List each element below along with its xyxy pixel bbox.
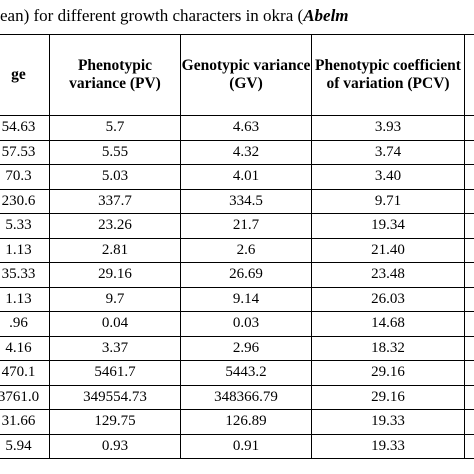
cell-pv: 0.04 [49,311,181,337]
cell-pv: 3.37 [49,335,181,361]
cell-next [464,335,474,361]
cell-pv: 29.16 [49,262,181,288]
table-row: 5.33 23.26 21.7 19.34 [0,213,474,239]
table-caption: ean) for different growth characters in … [0,4,474,28]
header-phenotypic-variance: Phenotypic variance (PV) [49,34,181,116]
cell-next [464,433,474,459]
caption-text: ean) for different growth characters in … [0,6,304,25]
cell-pv: 337.7 [49,188,181,214]
cell-range: 230.6 [0,188,50,214]
header-pcv: Phenotypic coefficient of variation (PCV… [311,34,465,116]
cell-gv: 0.03 [180,311,312,337]
cell-gv: 334.5 [180,188,312,214]
cell-next [464,213,474,239]
cell-pcv: 29.16 [311,360,465,386]
header-range: ge [0,34,50,116]
cell-pv: 23.26 [49,213,181,239]
cell-next [464,164,474,190]
cell-pv: 2.81 [49,237,181,263]
cell-pcv: 18.32 [311,335,465,361]
cell-gv: 4.01 [180,164,312,190]
cell-next [464,286,474,312]
cell-pcv: 14.68 [311,311,465,337]
cell-pv: 349554.73 [49,384,181,410]
cell-pcv: 19.33 [311,409,465,435]
header-genotypic-variance: Genotypic variance (GV) [180,34,312,116]
table-row: 35.33 29.16 26.69 23.48 [0,262,474,288]
cell-pcv: 23.48 [311,262,465,288]
cell-gv: 126.89 [180,409,312,435]
cell-next [464,237,474,263]
cell-pcv: 19.34 [311,213,465,239]
cell-gv: 5443.2 [180,360,312,386]
cell-gv: 9.14 [180,286,312,312]
cell-pv: 5.03 [49,164,181,190]
cell-range: 5.94 [0,433,50,459]
cell-pcv: 3.93 [311,115,465,141]
cell-range: .96 [0,311,50,337]
cell-next [464,409,474,435]
cell-range: 3761.0 [0,384,50,410]
cell-range: 4.16 [0,335,50,361]
cell-pcv: 26.03 [311,286,465,312]
cell-pv: 0.93 [49,433,181,459]
cell-gv: 4.32 [180,139,312,165]
cell-pv: 5461.7 [49,360,181,386]
cell-pcv: 21.40 [311,237,465,263]
cell-range: 70.3 [0,164,50,190]
cell-gv: 26.69 [180,262,312,288]
table-row: 230.6 337.7 334.5 9.71 [0,188,474,214]
table-row: 470.1 5461.7 5443.2 29.16 [0,360,474,386]
cell-pv: 5.7 [49,115,181,141]
cell-gv: 348366.79 [180,384,312,410]
cell-range: 1.13 [0,237,50,263]
cell-pv: 5.55 [49,139,181,165]
cell-next [464,188,474,214]
cell-pv: 129.75 [49,409,181,435]
cell-next [464,262,474,288]
table-row: 54.63 5.7 4.63 3.93 [0,115,474,141]
cell-next [464,115,474,141]
cell-pv: 9.7 [49,286,181,312]
cell-range: 5.33 [0,213,50,239]
cell-range: 57.53 [0,139,50,165]
table-row: 31.66 129.75 126.89 19.33 [0,409,474,435]
cell-next [464,384,474,410]
table-body: 54.63 5.7 4.63 3.93 57.53 5.55 4.32 3.74 70.3 5.0… [0,115,474,459]
table-row: 1.13 9.7 9.14 26.03 [0,286,474,312]
cell-next [464,360,474,386]
cell-range: 470.1 [0,360,50,386]
cell-range: 31.66 [0,409,50,435]
cell-next [464,139,474,165]
cell-pcv: 3.40 [311,164,465,190]
cell-next [464,311,474,337]
cell-pcv: 29.16 [311,384,465,410]
cell-gv: 0.91 [180,433,312,459]
table-row: 70.3 5.03 4.01 3.40 [0,164,474,190]
cell-pcv: 19.33 [311,433,465,459]
cell-pcv: 9.71 [311,188,465,214]
variance-table: ge Phenotypic variance (PV) Genotypic va… [0,34,474,459]
header-next-column [464,34,474,116]
table-row: 57.53 5.55 4.32 3.74 [0,139,474,165]
cell-range: 1.13 [0,286,50,312]
cell-gv: 21.7 [180,213,312,239]
table-row: 3761.0 349554.73 348366.79 29.16 [0,384,474,410]
table-header-row: ge Phenotypic variance (PV) Genotypic va… [0,34,474,116]
cell-pcv: 3.74 [311,139,465,165]
cell-gv: 2.96 [180,335,312,361]
table-row: .96 0.04 0.03 14.68 [0,311,474,337]
cell-gv: 4.63 [180,115,312,141]
table-row: 1.13 2.81 2.6 21.40 [0,237,474,263]
caption-species-italic: Abelm [303,6,349,25]
cell-gv: 2.6 [180,237,312,263]
cell-range: 35.33 [0,262,50,288]
table-row: 4.16 3.37 2.96 18.32 [0,335,474,361]
table-row: 5.94 0.93 0.91 19.33 [0,433,474,459]
cell-range: 54.63 [0,115,50,141]
